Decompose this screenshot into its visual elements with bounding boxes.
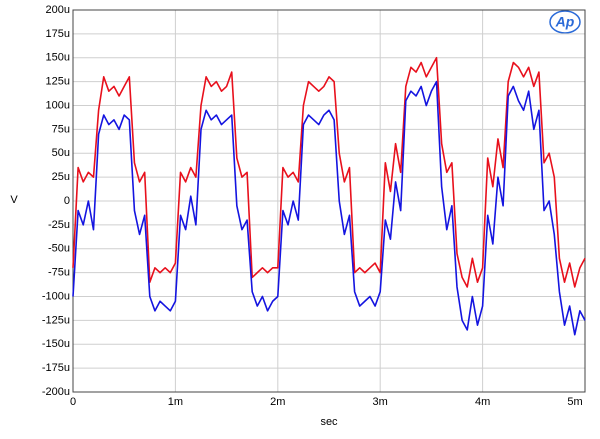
x-tick-label: 4m — [475, 396, 490, 408]
y-axis-label: V — [10, 194, 18, 206]
y-tick-label: -100u — [42, 290, 70, 302]
logo: Ap — [549, 10, 581, 34]
y-tick-label: -125u — [42, 314, 70, 326]
y-tick-label: 50u — [52, 147, 70, 159]
y-tick-label: -50u — [48, 243, 70, 255]
data-line — [72, 56, 586, 288]
y-tick-label: 125u — [46, 76, 70, 88]
y-tick-label: 175u — [46, 28, 70, 40]
logo-ring — [549, 10, 581, 34]
plot-border — [72, 9, 586, 393]
y-tick-label: -150u — [42, 338, 70, 350]
y-tick-label: -175u — [42, 362, 70, 374]
x-tick-label: 2m — [270, 396, 285, 408]
y-tick-label: 150u — [46, 52, 70, 64]
y-tick-label: -25u — [48, 219, 70, 231]
x-tick-label: 0 — [70, 396, 76, 408]
y-tick-label: 100u — [46, 99, 70, 111]
y-tick-label: 75u — [52, 123, 70, 135]
y-tick-label: -200u — [42, 386, 70, 398]
y-tick-label: -75u — [48, 267, 70, 279]
y-tick-label: 0 — [64, 195, 70, 207]
y-tick-label: 25u — [52, 171, 70, 183]
x-tick-label: 3m — [373, 396, 388, 408]
logo-text: Ap — [555, 14, 575, 30]
data-line — [72, 80, 586, 336]
x-tick-label: 1m — [168, 396, 183, 408]
x-tick-label: 5m — [567, 396, 582, 408]
x-axis-label: sec — [320, 416, 338, 428]
y-tick-label: 200u — [46, 4, 70, 16]
